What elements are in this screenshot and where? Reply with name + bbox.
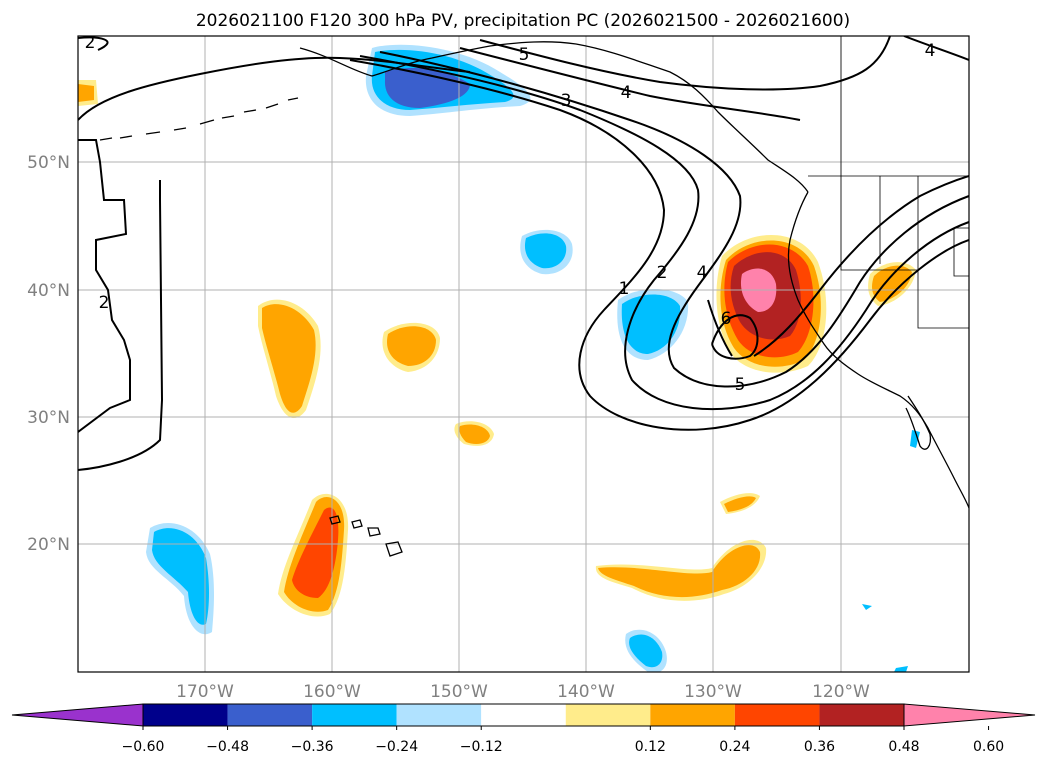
- contour-label: 4: [697, 263, 708, 283]
- pv-contour-labels: 5 4 3 4 2 1 2 4 6 5 2: [85, 33, 936, 395]
- pv-contour-1: [349, 59, 969, 431]
- colorbar-tick-label: −0.36: [291, 739, 334, 755]
- pv-contours: [78, 36, 969, 471]
- lon-label: 160°W: [303, 682, 361, 702]
- colorbar-segment: [396, 704, 482, 726]
- map-title: 2026021100 F120 300 hPa PV, precipitatio…: [196, 11, 850, 31]
- lon-label: 140°W: [557, 682, 615, 702]
- colorbar-segment: [819, 704, 904, 726]
- colorbar-segment: [734, 704, 820, 726]
- contour-label: 1: [619, 279, 630, 299]
- colorbar-segment: [481, 704, 566, 726]
- aleutian-islands: [99, 97, 299, 141]
- lat-label: 20°N: [27, 535, 70, 555]
- contour-label: 5: [519, 45, 530, 65]
- colorbar-tick-label: 0.36: [804, 739, 835, 755]
- colorbar-segment: [227, 704, 313, 726]
- contour-label: 6: [721, 309, 732, 329]
- contour-label: 5: [735, 375, 746, 395]
- lon-label: 170°W: [176, 682, 234, 702]
- colorbar-segment: [143, 704, 228, 726]
- lon-label: 150°W: [430, 682, 488, 702]
- map-area: 5 4 3 4 2 1 2 4 6 5 2: [78, 33, 969, 672]
- lat-label: 40°N: [27, 281, 70, 301]
- baja-coast: [905, 395, 932, 450]
- hawaii-islands: [329, 515, 403, 557]
- colorbar-extend-high: [903, 703, 1036, 727]
- lat-label: 50°N: [27, 153, 70, 173]
- contour-label: 2: [85, 33, 96, 53]
- colorbar-tick-label: −0.24: [375, 739, 418, 755]
- lon-label: 120°W: [812, 682, 870, 702]
- pv-contour-6: [711, 314, 759, 360]
- colorbar-extend-low: [11, 703, 144, 727]
- colorbar-segment: [312, 704, 397, 726]
- colorbar-tick-label: 0.12: [635, 739, 666, 755]
- contour-label: 2: [99, 293, 110, 313]
- latitude-labels: 50°N 40°N 30°N 20°N: [27, 153, 70, 555]
- map-frame: [77, 35, 970, 673]
- colorbar-tick-label: −0.48: [206, 739, 249, 755]
- colorbar-frame: [142, 703, 905, 727]
- alaska-coast: [299, 41, 809, 193]
- contour-label: 4: [621, 83, 632, 103]
- colorbar: −0.60 −0.48 −0.36 −0.24 −0.12 0.12 0.24 0.36 0.4…: [11, 703, 1036, 755]
- contour-label: 3: [561, 91, 572, 111]
- colorbar-segment: [650, 704, 735, 726]
- lon-label: 130°W: [684, 682, 742, 702]
- colorbar-tick-label: 0.60: [973, 739, 1004, 755]
- pv-contour-3: [379, 51, 969, 388]
- us-west-coast: [787, 191, 969, 509]
- colorbar-tick-label: −0.12: [460, 739, 503, 755]
- precip-anomaly-shading: [78, 44, 920, 672]
- contour-label: 4: [925, 41, 936, 61]
- colorbar-tick-label: 0.24: [719, 739, 750, 755]
- colorbar-segment: [565, 704, 651, 726]
- lat-label: 30°N: [27, 408, 70, 428]
- colorbar-tick-label: −0.60: [122, 739, 165, 755]
- contour-label: 2: [657, 263, 668, 283]
- pv-contour-2-west: [78, 36, 471, 471]
- pv-contour-2: [359, 55, 969, 411]
- longitude-labels: 170°W 160°W 150°W 140°W 130°W 120°W: [176, 682, 870, 702]
- pv-contour-5: [479, 36, 969, 91]
- colorbar-tick-label: 0.48: [888, 739, 919, 755]
